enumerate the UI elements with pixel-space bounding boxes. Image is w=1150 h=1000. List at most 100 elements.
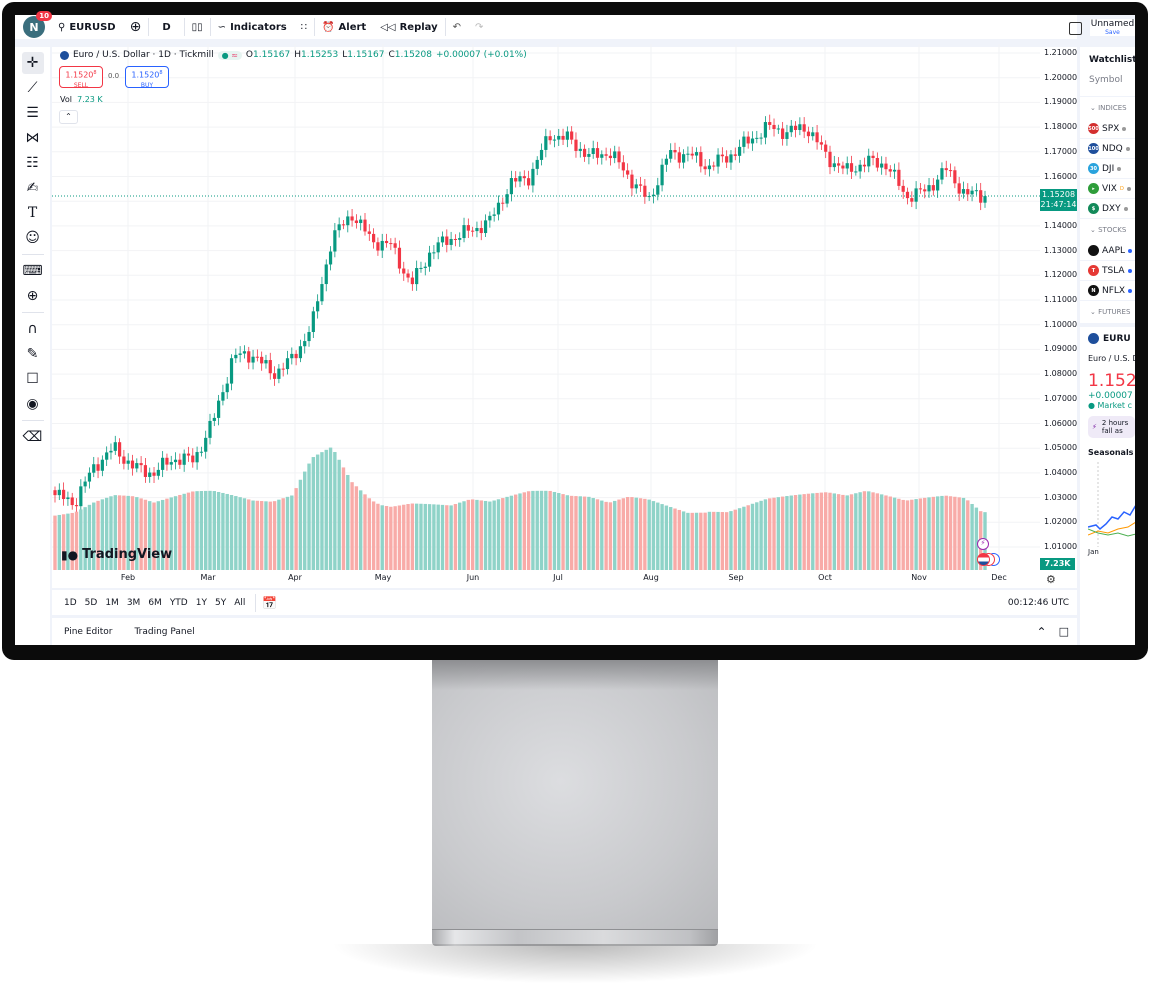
maximize-panel-icon[interactable]: □ — [1058, 625, 1069, 638]
market-status-pill[interactable]: ● ≈ — [217, 50, 242, 60]
watchlist-item-tsla[interactable]: T TSLA — [1080, 261, 1135, 281]
trend-line-icon[interactable]: ⟋ — [27, 80, 38, 96]
sell-button[interactable]: 1.15208 SELL — [59, 66, 103, 89]
watchlist-item-spx[interactable]: 500 SPX — [1080, 119, 1135, 139]
candles-icon: ▯▯ — [191, 21, 203, 33]
candle-body — [268, 360, 272, 374]
candle-body — [471, 230, 475, 232]
range-3m[interactable]: 3M — [126, 597, 141, 608]
interval-button[interactable]: D — [149, 15, 183, 39]
emoji-icon[interactable]: ☺ — [25, 230, 40, 246]
fullscreen-checkbox-icon[interactable] — [1069, 22, 1082, 35]
symbol-search-button[interactable]: ⚲ EURUSD — [51, 15, 123, 39]
watchlist-item-dji[interactable]: 30 DJI — [1080, 159, 1135, 179]
candle-body — [768, 122, 772, 125]
news-card[interactable]: ⚡ 2 hours fall as — [1088, 416, 1135, 438]
buy-button[interactable]: 1.15208 BUY — [125, 66, 169, 89]
range-5y[interactable]: 5Y — [214, 597, 227, 608]
go-to-date-calendar-icon[interactable]: 📅 — [262, 595, 278, 610]
range-1d[interactable]: 1D — [64, 597, 77, 608]
price-tick-label: 1.11000 — [1044, 295, 1078, 304]
range-6m[interactable]: 6M — [148, 597, 162, 608]
tab-trading-panel[interactable]: Trading Panel — [134, 626, 195, 637]
section-header-stocks[interactable]: ⌄ STOCKS — [1080, 219, 1135, 241]
tab-pine-editor[interactable]: Pine Editor — [64, 626, 113, 637]
volume-bar — [251, 500, 255, 570]
volume-bar — [152, 502, 156, 570]
range-1m[interactable]: 1M — [105, 597, 119, 608]
utc-clock[interactable]: 00:12:46 UTC — [1007, 597, 1069, 608]
price-chart[interactable] — [52, 44, 1077, 590]
monitor-stand — [432, 660, 718, 930]
candle-body — [789, 125, 793, 133]
unlock-icon[interactable]: ☐ — [26, 371, 39, 387]
candle-body — [561, 135, 565, 140]
fib-retracement-icon[interactable]: ☰ — [26, 105, 39, 121]
price-axis[interactable]: 1.21000 1.20000 1.19000 1.18000 1.17000 1.160… — [1040, 44, 1077, 570]
watchlist-item-nflx[interactable]: N NFLX — [1080, 281, 1135, 301]
volume-bar — [488, 501, 492, 570]
section-header-indices[interactable]: ⌄ INDICES — [1080, 97, 1135, 119]
trash-icon[interactable]: ⌫ — [22, 429, 43, 445]
avatar[interactable]: N 10 — [23, 11, 52, 38]
lock-drawing-icon[interactable]: ✎ — [26, 346, 39, 362]
watchlist-item-vix[interactable]: ▸ VIX D — [1080, 179, 1135, 199]
save-link[interactable]: Save — [1105, 29, 1120, 36]
layout-name-button[interactable]: Unnamed Save — [1090, 19, 1135, 36]
magnet-icon[interactable]: ∩ — [27, 321, 38, 337]
section-header-futures[interactable]: ⌄ FUTURES — [1080, 301, 1135, 323]
volume-bar — [901, 499, 905, 570]
candle-body — [604, 154, 608, 156]
volume-bar — [703, 512, 707, 570]
volume-bar — [423, 503, 427, 570]
lightning-event-icon[interactable]: ⚡ — [977, 538, 989, 550]
eye-icon[interactable]: ◉ — [26, 396, 39, 412]
buy-label: BUY — [140, 81, 154, 89]
volume-bar — [212, 491, 217, 570]
volume-bar — [621, 498, 626, 570]
forecast-icon[interactable]: ☷ — [26, 155, 39, 171]
symbol-column-header[interactable]: Symbol — [1080, 75, 1135, 97]
range-5d[interactable]: 5D — [84, 597, 98, 608]
watchlist-item-dxy[interactable]: $ DXY — [1080, 199, 1135, 219]
templates-button[interactable]: ∷ — [294, 15, 314, 39]
compare-button[interactable]: ⊕ — [123, 15, 149, 39]
volume-bar — [298, 479, 303, 570]
time-axis[interactable]: Feb Mar Apr May Jun Jul Aug Sep Oct Nov Dec — [52, 572, 1040, 588]
stand-shade — [432, 660, 718, 690]
undo-button[interactable]: ↶ — [446, 15, 468, 39]
ruler-icon[interactable]: ⌨ — [22, 263, 43, 279]
low-label: L — [342, 50, 348, 60]
chevron-up-icon[interactable]: ⌃ — [1036, 624, 1047, 639]
range-buttons: 1D 5D 1M 3M 6M YTD 1Y 5Y All — [52, 598, 249, 608]
text-icon[interactable]: T — [27, 205, 38, 221]
collapse-legend-button[interactable]: ⌃ — [59, 110, 78, 124]
crosshair-icon[interactable]: ✛ — [21, 52, 44, 74]
range-ytd[interactable]: YTD — [169, 597, 188, 608]
alert-button[interactable]: ⏰ Alert — [315, 15, 373, 39]
economic-events-flags[interactable] — [977, 553, 1001, 566]
redo-button[interactable]: ↷ — [468, 15, 490, 39]
candle-body — [376, 242, 380, 251]
symbol-title[interactable]: Euro / U.S. Dollar · 1D · Tickmill — [73, 50, 214, 60]
chart-settings-gear-icon[interactable]: ⚙ — [1046, 573, 1056, 586]
volume-bar — [961, 497, 966, 570]
replay-button[interactable]: ◁◁ Replay — [373, 15, 444, 39]
candle-body — [427, 252, 432, 267]
indicators-button[interactable]: ∽ Indicators — [211, 15, 294, 39]
range-all[interactable]: All — [234, 597, 246, 608]
volume-bar — [466, 499, 471, 570]
zoom-in-icon[interactable]: ⊕ — [26, 288, 39, 304]
volume-bar — [199, 491, 204, 570]
candle-body — [496, 202, 501, 215]
range-1y[interactable]: 1Y — [195, 597, 207, 608]
candle-body — [169, 462, 173, 465]
data-icon: ≈ — [231, 50, 238, 60]
candle-body — [212, 417, 216, 421]
candle-body — [105, 452, 109, 460]
pattern-icon[interactable]: ⋈ — [25, 130, 40, 146]
brush-icon[interactable]: ✍ — [26, 180, 39, 196]
watchlist-item-ndq[interactable]: 100 NDQ — [1080, 139, 1135, 159]
chart-type-button[interactable]: ▯▯ — [185, 15, 210, 39]
watchlist-item-aapl[interactable]: AAPL — [1080, 241, 1135, 261]
